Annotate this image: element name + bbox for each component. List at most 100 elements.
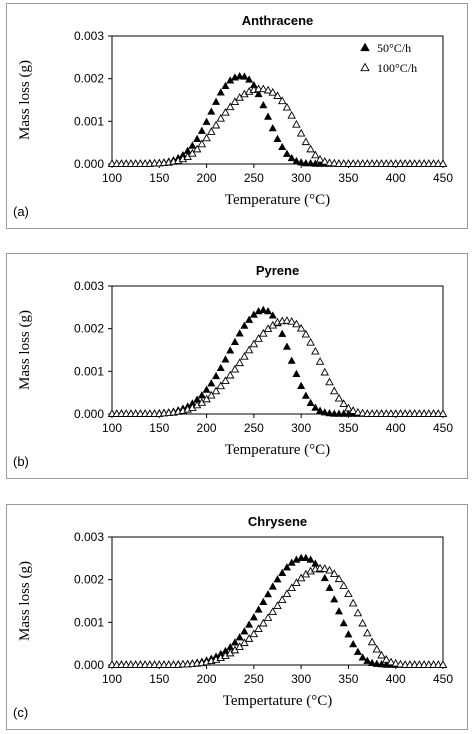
y-tick-label: 0.001 [74, 114, 104, 128]
data-point [202, 133, 211, 142]
data-point [235, 358, 244, 367]
data-point [311, 346, 320, 355]
data-point [363, 628, 372, 637]
y-tick-label: 0.003 [74, 279, 104, 293]
data-point [287, 317, 296, 325]
data-point [368, 658, 377, 666]
x-tick-label: 150 [149, 421, 169, 435]
data-point [287, 153, 296, 162]
x-tick-label: 300 [291, 672, 311, 686]
data-point [320, 408, 329, 416]
y-tick-label: 0.001 [74, 615, 104, 629]
data-point [212, 371, 221, 380]
x-tick-label: 100 [102, 672, 122, 686]
data-point [358, 653, 367, 661]
data-point [240, 351, 249, 360]
data-point [207, 390, 216, 399]
data-point [344, 630, 353, 638]
x-tick-label: 400 [386, 421, 406, 435]
data-point [207, 379, 216, 387]
series-2 [107, 84, 448, 167]
data-point [192, 144, 202, 153]
data-point [240, 321, 249, 329]
x-tick-label: 200 [197, 672, 217, 686]
data-point [278, 568, 287, 576]
data-point [301, 137, 311, 146]
data-point [268, 87, 278, 96]
legend-marker [360, 62, 370, 72]
data-point [202, 385, 211, 393]
x-tick-label: 450 [433, 171, 453, 185]
data-point [339, 409, 348, 417]
data-point [296, 573, 306, 582]
x-axis-label: Temperature (°C) [225, 442, 330, 458]
data-point [264, 590, 273, 598]
data-point [259, 597, 268, 605]
data-point [306, 398, 315, 407]
data-point [240, 638, 249, 647]
data-point [301, 159, 310, 167]
data-point [316, 406, 325, 414]
data-point [202, 117, 211, 125]
data-point [377, 660, 386, 668]
data-point [273, 575, 282, 583]
data-point [330, 409, 339, 417]
series-1 [107, 72, 448, 167]
chart-title: Pyrene [256, 263, 299, 278]
data-point [230, 638, 239, 646]
data-point [221, 107, 230, 116]
x-tick-label: 350 [338, 421, 358, 435]
data-point [235, 329, 244, 337]
data-point [306, 159, 315, 167]
data-point [226, 346, 235, 354]
series-2 [107, 316, 448, 417]
data-point [245, 315, 254, 323]
data-point [325, 565, 334, 574]
data-point [311, 403, 320, 411]
data-point [358, 408, 367, 417]
data-point [225, 370, 235, 379]
series-2 [107, 563, 448, 668]
y-tick-label: 0.000 [74, 157, 104, 171]
data-point [306, 144, 315, 153]
data-point [216, 363, 225, 372]
data-point [287, 110, 296, 119]
x-tick-label: 100 [102, 421, 122, 435]
data-point [259, 328, 268, 337]
data-point [277, 96, 287, 105]
data-point [282, 316, 292, 324]
data-point [211, 386, 221, 395]
x-tick-label: 250 [244, 171, 264, 185]
data-point [315, 357, 325, 365]
chart-chrysene: Chrysene 100 150 200 250 300 350 400 450 0.000 0.0… [13, 514, 453, 720]
data-point [301, 329, 311, 338]
data-point [273, 91, 282, 100]
plot-area [111, 536, 444, 666]
y-tick-label: 0.003 [74, 29, 104, 43]
plot-area [111, 285, 444, 415]
data-point [235, 633, 244, 641]
data-point [254, 605, 263, 613]
data-point [254, 624, 263, 633]
x-tick-label: 250 [244, 421, 264, 435]
data-point [301, 391, 310, 399]
data-point [381, 655, 391, 663]
data-point [268, 607, 278, 615]
data-point [292, 319, 301, 328]
chart-title: Chrysene [248, 514, 307, 529]
data-point [249, 613, 258, 621]
y-tick-label: 0.002 [74, 72, 104, 86]
data-point [353, 608, 363, 617]
data-point [334, 574, 344, 583]
data-point [292, 156, 301, 165]
data-point [259, 618, 268, 627]
data-point [386, 657, 396, 666]
panel-label: (b) [13, 454, 29, 469]
data-point [211, 120, 221, 129]
data-point [221, 376, 230, 384]
data-point [197, 126, 206, 134]
data-point [245, 75, 254, 83]
data-point [315, 154, 325, 163]
data-point [292, 578, 301, 586]
y-tick-label: 0.002 [74, 573, 104, 587]
